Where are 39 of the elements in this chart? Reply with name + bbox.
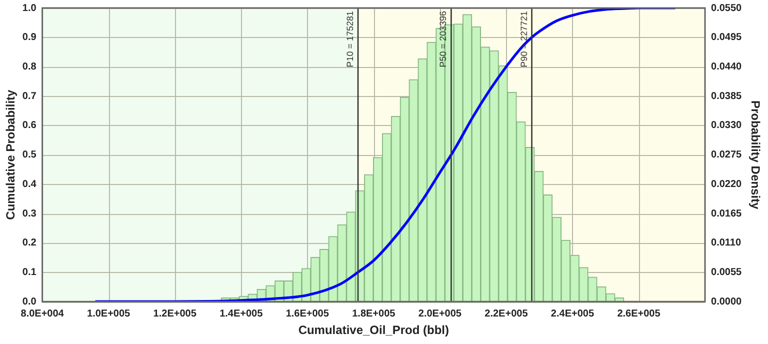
ref-line-label: P10 = 175281 bbox=[345, 11, 356, 68]
y2-tick-label: 0.0550 bbox=[711, 2, 742, 14]
y2-tick-label: 0.0220 bbox=[711, 178, 742, 190]
y-axis-title: Cumulative Probability bbox=[4, 89, 18, 220]
x-tick-label: 1.0E+005 bbox=[87, 308, 131, 320]
y-tick-label: 0.9 bbox=[22, 32, 37, 44]
x-axis-title: Cumulative_Oil_Prod (bbl) bbox=[298, 323, 450, 338]
y2-tick-label: 0.0000 bbox=[711, 296, 742, 308]
x-tick-label: 2.2E+005 bbox=[484, 308, 528, 320]
x-tick-label: 1.6E+005 bbox=[286, 308, 330, 320]
line-series bbox=[94, 8, 676, 302]
x-tick-label: 1.8E+005 bbox=[352, 308, 396, 320]
y2-tick-label: 0.0385 bbox=[711, 90, 742, 102]
y2-tick-label: 0.0055 bbox=[711, 266, 742, 278]
y-tick-label: 0.7 bbox=[22, 90, 37, 102]
x-tick-label: 1.2E+005 bbox=[153, 308, 197, 320]
y2-tick-label: 0.0275 bbox=[711, 150, 742, 161]
x-tick-label: 2.6E+005 bbox=[617, 308, 661, 320]
x-tick-label: 1.4E+005 bbox=[220, 308, 264, 320]
y-tick-label: 1.0 bbox=[22, 2, 37, 14]
y2-tick-label: 0.0440 bbox=[711, 61, 742, 72]
y-tick-label: 0.6 bbox=[22, 120, 37, 132]
y2-axis-title: Probability Density bbox=[748, 100, 762, 210]
y-tick-label: 0.0 bbox=[22, 296, 37, 308]
y-tick-label: 0.1 bbox=[22, 266, 37, 278]
y-tick-label: 0.3 bbox=[22, 208, 37, 220]
ref-line-label: P50 = 203396 bbox=[438, 11, 448, 68]
y2-tick-label: 0.0330 bbox=[711, 120, 742, 132]
y-tick-label: 0.4 bbox=[22, 178, 37, 190]
y2-tick-label: 0.0495 bbox=[711, 32, 742, 44]
ref-line-label: P90 = 227721 bbox=[518, 11, 529, 68]
y2-tick-label: 0.0110 bbox=[711, 238, 742, 249]
x-tick-label: 2.4E+005 bbox=[550, 308, 594, 320]
y-tick-label: 0.5 bbox=[22, 150, 37, 161]
x-tick-label: 8.0E+004 bbox=[20, 308, 64, 320]
y-tick-label: 0.8 bbox=[22, 61, 37, 72]
y2-tick-label: 0.0165 bbox=[711, 208, 742, 220]
x-tick-label: 2.0E+005 bbox=[418, 308, 462, 320]
y-tick-label: 0.2 bbox=[22, 238, 37, 249]
